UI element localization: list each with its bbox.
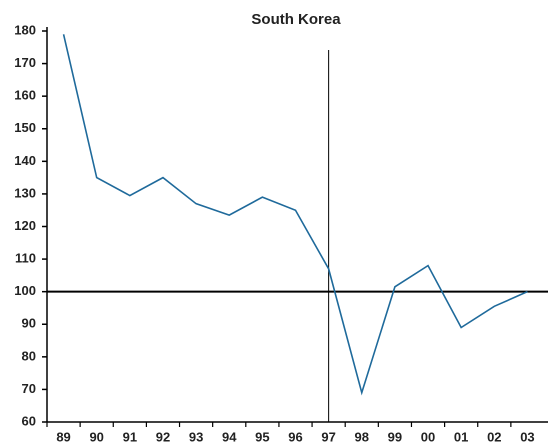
x-tick-label: 95 xyxy=(255,429,269,444)
chart-title: South Korea xyxy=(251,11,341,28)
x-tick-label: 92 xyxy=(156,429,170,444)
x-tick-label: 02 xyxy=(487,429,501,444)
x-tick-label: 00 xyxy=(421,429,435,444)
y-tick-label: 110 xyxy=(15,251,36,266)
y-tick-label: 90 xyxy=(22,316,36,331)
x-tick-label: 96 xyxy=(288,429,302,444)
y-tick-label: 140 xyxy=(14,153,36,168)
y-tick-label: 120 xyxy=(14,218,36,233)
x-tick-label: 91 xyxy=(123,429,137,444)
x-tick-label: 03 xyxy=(520,429,534,444)
y-tick-label: 100 xyxy=(14,283,36,298)
y-tick-label: 60 xyxy=(22,413,36,428)
y-tick-label: 170 xyxy=(14,55,36,70)
y-tick-label: 160 xyxy=(14,88,36,103)
x-tick-label: 97 xyxy=(321,429,335,444)
y-tick-label: 70 xyxy=(22,381,36,396)
y-tick-label: 80 xyxy=(22,348,36,363)
x-tick-label: 99 xyxy=(388,429,402,444)
x-tick-label: 93 xyxy=(189,429,203,444)
y-tick-label: 180 xyxy=(14,22,36,37)
x-tick-label: 89 xyxy=(56,429,70,444)
data-line xyxy=(62,34,528,396)
y-tick-label: 130 xyxy=(14,185,36,200)
x-tick-label: 98 xyxy=(355,429,369,444)
y-tick-label: 150 xyxy=(14,120,36,135)
x-tick-label: 01 xyxy=(454,429,468,444)
x-tick-label: 90 xyxy=(89,429,103,444)
x-tick-label: 94 xyxy=(222,429,237,444)
